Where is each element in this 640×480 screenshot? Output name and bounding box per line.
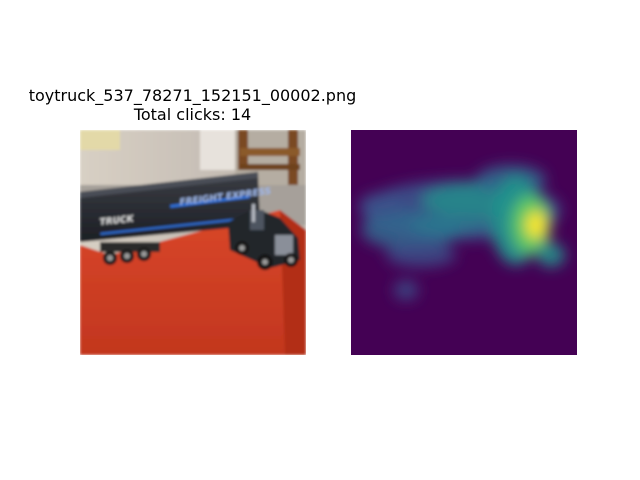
heat-blob-11 (359, 193, 403, 217)
click-heatmap (351, 130, 577, 355)
heat-blob-8 (526, 211, 546, 239)
figure-title: toytruck_537_78271_152151_00002.png (28, 86, 357, 105)
heat-blob-5 (394, 280, 418, 300)
heat-blob-10 (411, 215, 491, 235)
heat-blob-9 (537, 243, 565, 267)
heat-blob-4 (386, 243, 456, 267)
figure-subtitle: Total clicks: 14 (133, 105, 252, 124)
svg-text:TRUCK: TRUCK (99, 214, 135, 228)
truck-photo: TRUCK FREIGHT EXPRESS (80, 130, 306, 355)
